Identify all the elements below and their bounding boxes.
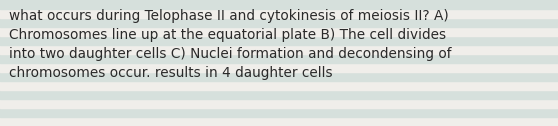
- Bar: [0, 27, 558, 36]
- Bar: [0, 36, 558, 45]
- Bar: [0, 63, 558, 72]
- Text: what occurs during Telophase II and cytokinesis of meiosis II? A)
Chromosomes li: what occurs during Telophase II and cyto…: [9, 9, 451, 80]
- Bar: [0, 54, 558, 63]
- Bar: [0, 117, 558, 126]
- Bar: [0, 81, 558, 90]
- Bar: [0, 45, 558, 54]
- Bar: [0, 9, 558, 18]
- Bar: [0, 99, 558, 108]
- Bar: [0, 72, 558, 81]
- Bar: [0, 90, 558, 99]
- Bar: [0, 108, 558, 117]
- Bar: [0, 18, 558, 27]
- Bar: [0, 0, 558, 9]
